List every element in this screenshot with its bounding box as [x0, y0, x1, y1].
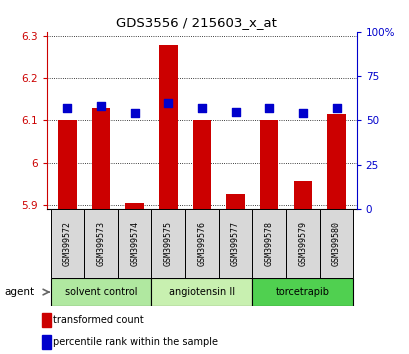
Bar	[50, 209, 84, 278]
Point	[131, 110, 137, 116]
Point	[164, 100, 171, 105]
Text: GSM399576: GSM399576	[197, 221, 206, 266]
Bar	[192, 120, 211, 209]
Text: percentile rank within the sample: percentile rank within the sample	[52, 337, 217, 347]
Text: GSM399577: GSM399577	[231, 221, 240, 266]
Point	[97, 103, 104, 109]
Point	[64, 105, 70, 111]
Text: GSM399575: GSM399575	[163, 221, 172, 266]
Text: GSM399578: GSM399578	[264, 221, 273, 266]
Text: GSM399579: GSM399579	[298, 221, 307, 266]
Bar	[42, 335, 50, 349]
Text: GSM399573: GSM399573	[96, 221, 105, 266]
Point	[265, 105, 272, 111]
Point	[299, 110, 306, 116]
Bar	[50, 278, 151, 306]
Bar	[117, 209, 151, 278]
Bar	[151, 209, 184, 278]
Point	[232, 109, 238, 114]
Bar	[42, 313, 50, 327]
Text: transformed count: transformed count	[52, 315, 143, 325]
Bar	[92, 108, 110, 209]
Bar	[151, 278, 252, 306]
Text: GSM399572: GSM399572	[63, 221, 72, 266]
Bar	[84, 209, 117, 278]
Bar	[218, 209, 252, 278]
Bar	[252, 209, 285, 278]
Bar	[326, 114, 345, 209]
Bar	[293, 182, 311, 209]
Point	[333, 105, 339, 111]
Bar	[125, 202, 144, 209]
Bar	[226, 194, 244, 209]
Text: solvent control: solvent control	[65, 287, 137, 297]
Bar	[252, 278, 353, 306]
Text: GSM399580: GSM399580	[331, 221, 340, 266]
Text: angiotensin II: angiotensin II	[169, 287, 234, 297]
Text: GSM399574: GSM399574	[130, 221, 139, 266]
Text: GDS3556 / 215603_x_at: GDS3556 / 215603_x_at	[116, 16, 276, 29]
Bar	[184, 209, 218, 278]
Bar	[58, 120, 76, 209]
Bar	[285, 209, 319, 278]
Point	[198, 105, 205, 111]
Bar	[259, 120, 278, 209]
Text: torcetrapib: torcetrapib	[275, 287, 329, 297]
Bar	[319, 209, 353, 278]
Text: agent: agent	[4, 287, 34, 297]
Bar	[159, 45, 177, 209]
